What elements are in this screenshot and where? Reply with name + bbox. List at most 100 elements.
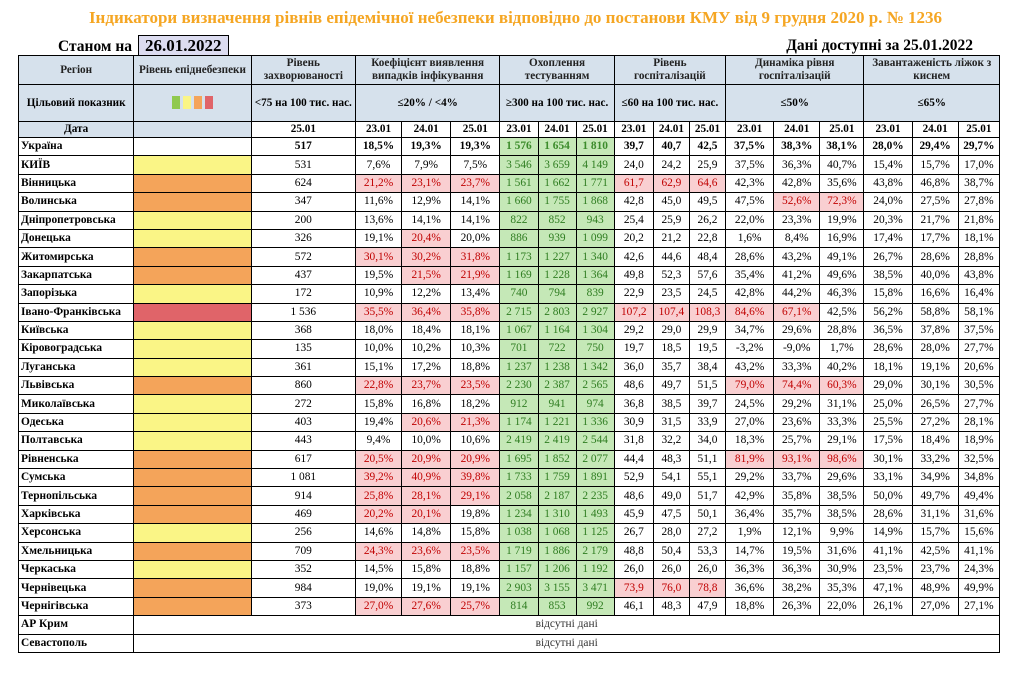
oxygen-value: 27,2% [911, 412, 959, 433]
level-indicator [133, 596, 252, 617]
region-name: Луганська [17, 357, 135, 378]
testing-value: 852 [537, 210, 577, 230]
level-indicator [133, 320, 252, 341]
region-name: Кіровоградська [17, 339, 135, 359]
detection-value: 25,8% [354, 486, 403, 506]
testing-value: 1 719 [499, 541, 539, 561]
testing-value: 1 173 [499, 247, 539, 267]
level-indicator [133, 210, 252, 230]
dynamics-value: 33,3% [819, 412, 865, 433]
region-name: Закарпатська [17, 265, 135, 286]
hospital-value: 51,1 [688, 449, 727, 470]
oxygen-value: 14,9% [863, 523, 913, 543]
hospital-value: 26,0 [652, 559, 690, 580]
hospital-value: 38,4 [688, 357, 727, 378]
table-row: Чернігівська 373 27,0% 27,6% 25,7% 814 853 992 4… [17, 596, 1001, 617]
detection-value: 15,1% [354, 357, 403, 378]
incidence-value: 517 [250, 136, 356, 157]
level-date-empty [133, 121, 252, 138]
oxygen-value: 24,3% [957, 559, 1001, 580]
table-row: Дніпропетровська 200 13,6% 14,1% 14,1% 822 852… [17, 210, 1001, 230]
oxygen-value: 26,5% [911, 394, 959, 414]
dynamics-value: 34,7% [725, 320, 775, 341]
oxygen-value: 27,0% [911, 596, 959, 617]
target-swatches [133, 84, 252, 122]
detection-value: 21,2% [354, 173, 403, 194]
dynamics-value: 28,8% [819, 320, 865, 341]
hospital-value: 49,7 [652, 376, 690, 396]
testing-value: 1 206 [537, 559, 577, 580]
header-hospital: Рівень госпіталізацій [613, 55, 727, 85]
oxygen-date-3: 25.01 [957, 121, 1001, 138]
header-hosp-dynamics: Динаміка рівня госпіталізацій [725, 55, 865, 85]
oxygen-value: 37,8% [911, 320, 959, 341]
dynamics-value: 26,3% [773, 596, 821, 617]
oxygen-value: 17,7% [911, 228, 959, 249]
testing-value: 1 771 [575, 173, 615, 194]
testing-value: 1 234 [499, 504, 539, 525]
missing-data-note: відсутні дані [133, 615, 1000, 635]
testing-value: 1 221 [537, 412, 577, 433]
testing-value: 1 227 [537, 247, 577, 267]
dynamics-value: 1,7% [819, 339, 865, 359]
hospital-value: 61,7 [613, 173, 654, 194]
detection-value: 11,6% [354, 192, 403, 212]
incidence-value: 709 [250, 541, 356, 561]
oxygen-value: 21,8% [957, 210, 1001, 230]
oxygen-value: 18,1% [863, 357, 913, 378]
level-indicator [133, 412, 252, 433]
dynamics-value: 9,9% [819, 523, 865, 543]
detection-value: 13,6% [354, 210, 403, 230]
oxygen-value: 56,2% [863, 302, 913, 322]
detection-date-2: 24.01 [401, 121, 452, 138]
dynamics-value: 47,5% [725, 192, 775, 212]
oxygen-value: 17,5% [863, 431, 913, 451]
dynamics-value: 43,2% [773, 247, 821, 267]
testing-value: 1 891 [575, 468, 615, 488]
oxygen-value: 33,2% [911, 449, 959, 470]
detection-value: 39,2% [354, 468, 403, 488]
detection-value: 14,1% [450, 192, 501, 212]
detection-value: 18,4% [401, 320, 452, 341]
dynamics-value: 35,6% [819, 173, 865, 194]
table-row-missing: АР Крим відсутні дані [17, 615, 1000, 635]
table-row: Миколаївська 272 15,8% 16,8% 18,2% 912 941 974 3… [17, 394, 1001, 414]
oxygen-value: 38,5% [863, 265, 913, 286]
oxygen-value: 38,7% [957, 173, 1001, 194]
region-name: Івано-Франківська [17, 302, 135, 322]
table-row: Львівська 860 22,8% 23,7% 23,5% 2 230 2 387 2 5… [17, 376, 1001, 396]
level-indicator [133, 394, 252, 414]
incidence-value: 469 [250, 504, 356, 525]
dynamics-value: 29,1% [819, 431, 865, 451]
detection-value: 20,6% [401, 412, 452, 433]
detection-value: 7,5% [450, 155, 501, 175]
detection-value: 23,7% [450, 173, 501, 194]
dynamics-value: 46,3% [819, 284, 865, 304]
hospital-value: 50,1 [688, 504, 727, 525]
oxygen-value: 40,0% [911, 265, 959, 286]
oxygen-value: 42,5% [911, 541, 959, 561]
detection-value: 19,0% [354, 578, 403, 598]
detection-value: 19,1% [450, 578, 501, 598]
detection-value: 27,6% [401, 596, 452, 617]
detection-date-3: 25.01 [450, 121, 501, 138]
incidence-value: 272 [250, 394, 356, 414]
dynamics-value: -9,0% [773, 339, 821, 359]
hospital-value: 34,0 [688, 431, 727, 451]
region-name: Сумська [17, 468, 135, 488]
incidence-value: 984 [250, 578, 356, 598]
incidence-value: 256 [250, 523, 356, 543]
dynamics-value: 49,6% [819, 265, 865, 286]
page-title: Індикатори визначення рівнів епідемічної… [88, 8, 943, 27]
table-row: Чернівецька 984 19,0% 19,1% 19,1% 2 903 3 155 3… [17, 578, 1001, 598]
hospital-value: 48,6 [613, 486, 654, 506]
level-indicator [133, 431, 252, 451]
detection-value: 15,8% [450, 523, 501, 543]
detection-value: 19,8% [450, 504, 501, 525]
oxygen-value: 17,4% [863, 228, 913, 249]
incidence-value: 352 [250, 559, 356, 580]
oxygen-value: 43,8% [957, 265, 1001, 286]
oxygen-value: 27,1% [957, 596, 1001, 617]
level-indicator [133, 155, 252, 175]
incidence-value: 200 [250, 210, 356, 230]
